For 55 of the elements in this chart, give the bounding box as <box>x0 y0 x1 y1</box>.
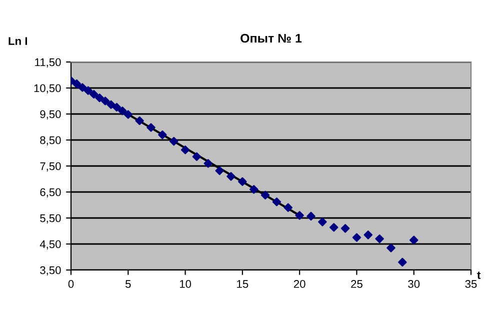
x-tick-label: 25 <box>351 280 362 288</box>
x-tick-label: 0 <box>68 280 74 288</box>
point <box>329 222 338 232</box>
point <box>169 136 178 146</box>
point <box>340 224 350 233</box>
y-tick-label: 10,50 <box>34 84 61 94</box>
point <box>272 198 282 206</box>
y-tick-label: 5,50 <box>40 214 61 224</box>
point <box>398 258 407 267</box>
point <box>112 102 122 112</box>
x-tick-label: 30 <box>408 280 420 288</box>
point <box>135 116 144 126</box>
point <box>84 86 93 95</box>
x-tick-label: 10 <box>180 280 192 288</box>
y-tick-label: 3,50 <box>40 266 61 276</box>
y-tick-label: 4,50 <box>40 240 61 250</box>
point <box>89 90 98 99</box>
point <box>249 185 258 194</box>
point <box>295 211 304 220</box>
point <box>238 177 247 186</box>
point <box>284 203 293 212</box>
point <box>100 96 110 106</box>
chart-title: Опыт № 1 <box>240 34 302 43</box>
point <box>204 159 213 168</box>
x-axis-title: t <box>477 272 481 279</box>
point <box>146 123 156 132</box>
y-tick-label: 11,50 <box>35 58 61 68</box>
point <box>158 130 167 140</box>
point <box>78 83 87 92</box>
point <box>72 79 82 88</box>
point <box>386 244 396 252</box>
y-axis-title: Ln I <box>8 37 28 45</box>
point <box>124 110 133 119</box>
point <box>118 106 127 116</box>
point <box>352 233 362 242</box>
x-tick-label: 5 <box>126 280 131 288</box>
point <box>364 230 373 240</box>
point <box>260 190 270 200</box>
y-tick-label: 8,50 <box>40 136 61 146</box>
x-tick-label: 20 <box>294 280 306 288</box>
point <box>180 146 190 154</box>
x-tick-label: 15 <box>237 280 248 288</box>
point <box>375 234 384 244</box>
point <box>409 236 418 244</box>
point <box>306 212 316 221</box>
y-tick-label: 7,50 <box>40 162 61 172</box>
y-tick-label: 9,50 <box>40 110 61 120</box>
x-tick-label: 35 <box>465 280 477 288</box>
point <box>226 172 236 181</box>
point <box>95 94 104 102</box>
point <box>215 166 224 176</box>
y-tick-label: 6,50 <box>40 188 61 198</box>
point <box>192 152 202 162</box>
point <box>318 218 327 226</box>
point <box>106 100 116 110</box>
